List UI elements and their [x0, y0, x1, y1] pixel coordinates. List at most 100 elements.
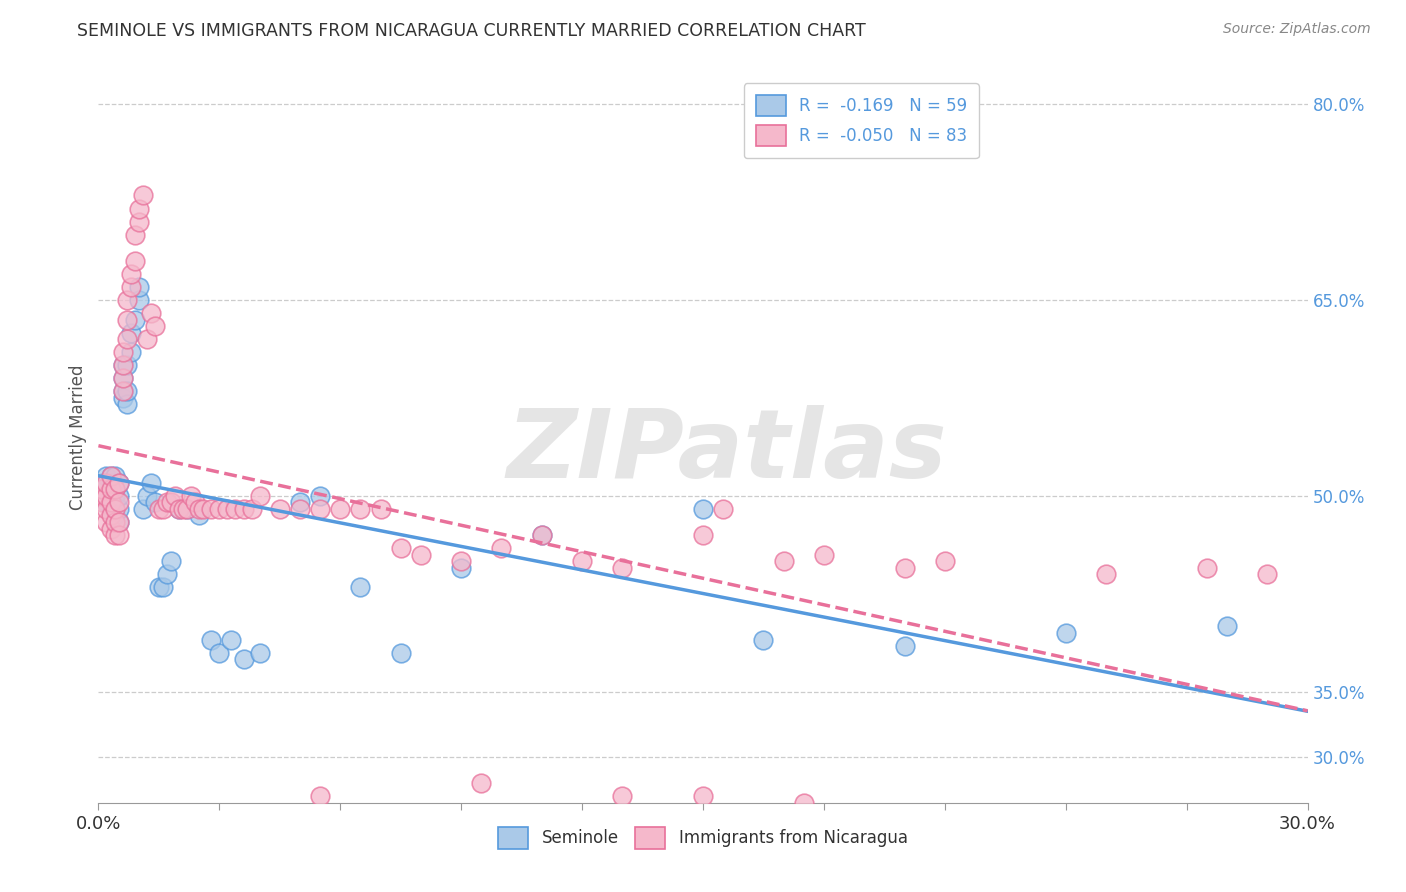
Point [132, 188, 155, 202]
Point [934, 554, 956, 568]
Point [100, 521, 122, 535]
Point [200, 502, 222, 516]
Point [193, 502, 215, 516]
Point [188, 502, 211, 516]
Point [172, 502, 194, 516]
Point [571, 554, 593, 568]
Point [269, 502, 291, 516]
Point [100, 469, 122, 483]
Point [152, 580, 174, 594]
Point [135, 489, 157, 503]
Point [128, 202, 150, 216]
Point [96, 515, 118, 529]
Point [107, 528, 129, 542]
Point [491, 541, 513, 555]
Point [120, 280, 142, 294]
Point [91, 489, 114, 503]
Point [96, 475, 118, 490]
Point [100, 483, 122, 497]
Point [143, 495, 166, 509]
Point [530, 528, 553, 542]
Y-axis label: Currently Married: Currently Married [69, 364, 87, 510]
Point [176, 502, 198, 516]
Point [692, 502, 714, 516]
Point [232, 652, 254, 666]
Point [96, 495, 118, 509]
Point [100, 502, 122, 516]
Point [115, 293, 138, 307]
Point [389, 541, 412, 555]
Point [309, 502, 332, 516]
Point [470, 776, 492, 790]
Point [100, 469, 122, 483]
Point [100, 508, 122, 523]
Point [96, 483, 118, 497]
Point [128, 280, 150, 294]
Point [111, 384, 134, 399]
Point [103, 489, 125, 503]
Point [143, 319, 166, 334]
Point [450, 560, 472, 574]
Point [132, 502, 155, 516]
Point [107, 515, 129, 529]
Point [111, 371, 134, 385]
Point [309, 789, 332, 804]
Point [1054, 626, 1077, 640]
Point [107, 489, 129, 503]
Point [188, 508, 211, 523]
Point [160, 554, 183, 568]
Point [115, 312, 138, 326]
Point [217, 502, 239, 516]
Point [692, 789, 714, 804]
Point [103, 469, 125, 483]
Point [115, 358, 138, 372]
Point [148, 502, 170, 516]
Point [772, 554, 794, 568]
Point [103, 528, 125, 542]
Point [120, 345, 142, 359]
Point [96, 475, 118, 490]
Point [107, 475, 129, 490]
Point [208, 502, 231, 516]
Point [184, 495, 207, 509]
Point [115, 332, 138, 346]
Point [91, 475, 114, 490]
Point [96, 489, 118, 503]
Point [612, 560, 634, 574]
Point [329, 502, 352, 516]
Point [530, 528, 553, 542]
Point [224, 502, 246, 516]
Point [103, 515, 125, 529]
Point [128, 214, 150, 228]
Point [91, 483, 114, 497]
Text: SEMINOLE VS IMMIGRANTS FROM NICARAGUA CURRENTLY MARRIED CORRELATION CHART: SEMINOLE VS IMMIGRANTS FROM NICARAGUA CU… [77, 22, 866, 40]
Point [893, 560, 915, 574]
Point [120, 326, 142, 340]
Point [167, 502, 190, 516]
Point [349, 580, 371, 594]
Point [111, 358, 134, 372]
Point [612, 789, 634, 804]
Point [103, 508, 125, 523]
Point [309, 489, 332, 503]
Point [128, 293, 150, 307]
Point [148, 580, 170, 594]
Point [1216, 619, 1239, 633]
Legend: Seminole, Immigrants from Nicaragua: Seminole, Immigrants from Nicaragua [486, 815, 920, 860]
Point [711, 502, 734, 516]
Point [163, 489, 186, 503]
Point [152, 502, 174, 516]
Point [1095, 567, 1118, 582]
Point [107, 495, 129, 509]
Point [232, 502, 254, 516]
Text: ZIPatlas: ZIPatlas [508, 405, 948, 499]
Point [96, 469, 118, 483]
Point [124, 253, 146, 268]
Point [249, 489, 271, 503]
Point [208, 646, 231, 660]
Point [115, 397, 138, 411]
Point [111, 345, 134, 359]
Point [115, 384, 138, 399]
Point [103, 483, 125, 497]
Point [103, 502, 125, 516]
